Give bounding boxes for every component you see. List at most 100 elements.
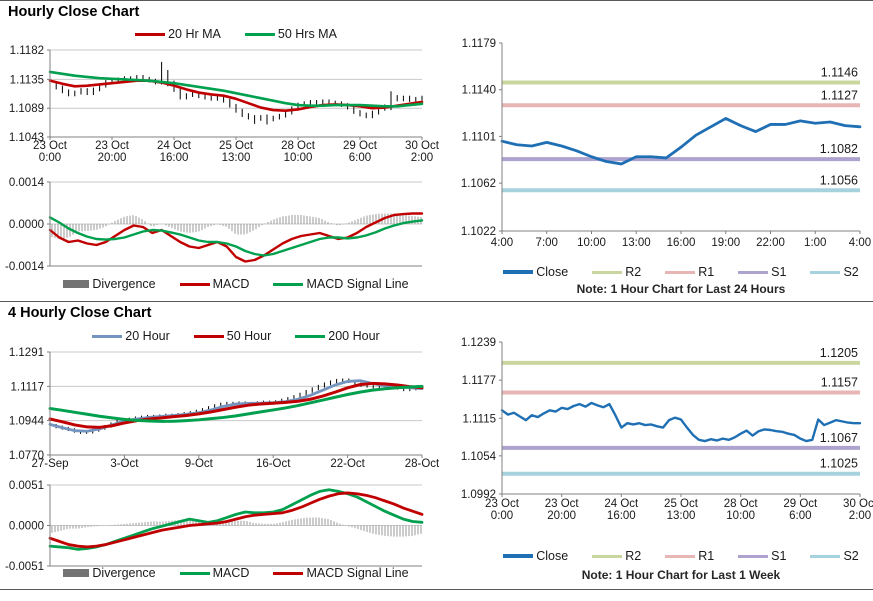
svg-text:28 Oct: 28 Oct [724,498,759,510]
svg-text:1.1022: 1.1022 [461,226,496,238]
svg-text:1.1146: 1.1146 [821,66,858,80]
svg-text:1.1056: 1.1056 [820,173,858,187]
legend-label: 50 Hour [226,329,272,343]
svg-text:-0.0051: -0.0051 [5,561,44,573]
macd-signal-line-swatch [273,571,304,575]
legend-item-close: Close [503,549,568,563]
svg-text:23 Oct: 23 Oct [545,498,580,510]
svg-text:1.1177: 1.1177 [462,375,496,387]
svg-text:28-Oct: 28-Oct [405,458,440,470]
legend-label: S2 [843,265,859,279]
legend-label: Close [536,549,569,563]
svg-text:1.1025: 1.1025 [820,457,858,471]
svg-text:0:00: 0:00 [491,510,513,522]
svg-text:6:00: 6:00 [789,510,811,522]
svg-text:10:00: 10:00 [577,237,606,249]
svg-text:28 Oct: 28 Oct [281,140,316,152]
svg-text:4:00: 4:00 [491,237,513,249]
legend-label: R2 [625,265,642,279]
svg-text:23 Oct: 23 Oct [33,140,68,152]
macd-swatch [179,282,210,286]
svg-text:1.0944: 1.0944 [9,416,45,428]
svg-text:25 Oct: 25 Oct [664,498,699,510]
hourly-macd-legend: Divergence MACD MACD Signal Line [48,276,424,292]
r1-swatch [665,270,696,274]
svg-text:2:00: 2:00 [849,510,871,522]
20-hr-ma-swatch [135,32,166,36]
hourly-note: Note: 1 Hour Chart for Last 24 Hours [576,282,786,296]
legend-item-50-hour: 50 Hour [193,329,272,343]
svg-text:30 Oct: 30 Oct [843,498,873,510]
s2-swatch [810,554,841,558]
hourly-pivot-chart: 1.1146 1.1127 1.1082 1.1056 1.1179 1.1140 1.11… [461,38,871,249]
legend-item-s2: S2 [810,265,859,279]
svg-text:16-Oct: 16-Oct [256,458,291,470]
svg-text:10:00: 10:00 [726,510,755,522]
legend-label: Divergence [92,566,156,580]
legend-label: MACD [212,277,250,291]
legend-item-r1: R1 [665,549,714,563]
weekly-pivot-chart: 1.1205 1.1157 1.1067 1.1025 1.1239 1.1177 1.11… [461,337,873,522]
svg-text:16:00: 16:00 [667,237,696,249]
r2-swatch [592,554,623,558]
legend-label: 20 Hour [125,329,170,343]
svg-text:9-Oct: 9-Oct [185,458,214,470]
legend-label: MACD Signal Line [306,277,409,291]
legend-item-50-hrs-ma: 50 Hrs MA [244,27,337,41]
legend-label: S2 [843,549,859,563]
svg-text:1.0992: 1.0992 [461,489,496,501]
svg-text:1.1101: 1.1101 [462,131,496,143]
svg-text:1.1043: 1.1043 [9,132,44,144]
svg-text:1.1140: 1.1140 [462,85,496,97]
close-swatch [503,554,534,558]
hourly-section-title: Hourly Close Chart [8,4,140,20]
legend-label: 200 Hour [328,329,380,343]
svg-text:13:00: 13:00 [622,237,651,249]
svg-text:29 Oct: 29 Oct [343,140,378,152]
svg-text:6:00: 6:00 [349,152,371,164]
svg-text:1.1179: 1.1179 [462,38,496,50]
svg-text:2:00: 2:00 [411,152,433,164]
svg-text:20:00: 20:00 [98,152,127,164]
svg-text:25 Oct: 25 Oct [219,140,254,152]
legend-item-macd: MACD [179,277,250,291]
legend-item-macd-signal-line: MACD Signal Line [273,277,409,291]
svg-text:22:00: 22:00 [756,237,785,249]
svg-text:1.1062: 1.1062 [461,178,496,190]
s1-swatch [738,270,769,274]
svg-text:0.0000: 0.0000 [9,521,44,533]
weekly-note: Note: 1 Hour Chart for Last 1 Week [581,568,781,582]
legend-item-s1: S1 [738,265,786,279]
four-hourly-macd-chart: 0.0051 0.0000 -0.0051 [5,480,424,573]
legend-item-200-hour: 200 Hour [295,329,380,343]
svg-text:22-Oct: 22-Oct [330,458,365,470]
legend-item-r2: R2 [592,265,641,279]
svg-text:0:00: 0:00 [39,152,61,164]
legend-label: S1 [771,265,787,279]
r2-swatch [592,270,623,274]
svg-text:23 Oct: 23 Oct [95,140,130,152]
svg-text:30 Oct: 30 Oct [405,140,440,152]
legend-label: R2 [625,549,642,563]
legend-item-r1: R1 [665,265,714,279]
legend-label: R1 [698,265,715,279]
svg-text:27-Sep: 27-Sep [31,458,68,470]
legend-label: MACD [212,566,250,580]
50-hrs-ma-swatch [244,32,275,36]
svg-text:1.1205: 1.1205 [820,346,858,360]
legend-label: MACD Signal Line [306,566,409,580]
svg-text:0.0051: 0.0051 [9,480,44,492]
svg-text:1.1117: 1.1117 [11,381,44,393]
svg-text:29 Oct: 29 Oct [783,498,818,510]
svg-text:1.0770: 1.0770 [9,450,44,462]
divergence-swatch [63,569,90,577]
svg-text:0.0014: 0.0014 [9,177,45,189]
svg-text:24 Oct: 24 Oct [157,140,192,152]
top-separator [0,0,873,1]
svg-text:4:00: 4:00 [849,237,871,249]
legend-item-20-hr-ma: 20 Hr MA [135,27,221,41]
20-hour-swatch [92,334,123,338]
legend-item-r2: R2 [592,549,641,563]
